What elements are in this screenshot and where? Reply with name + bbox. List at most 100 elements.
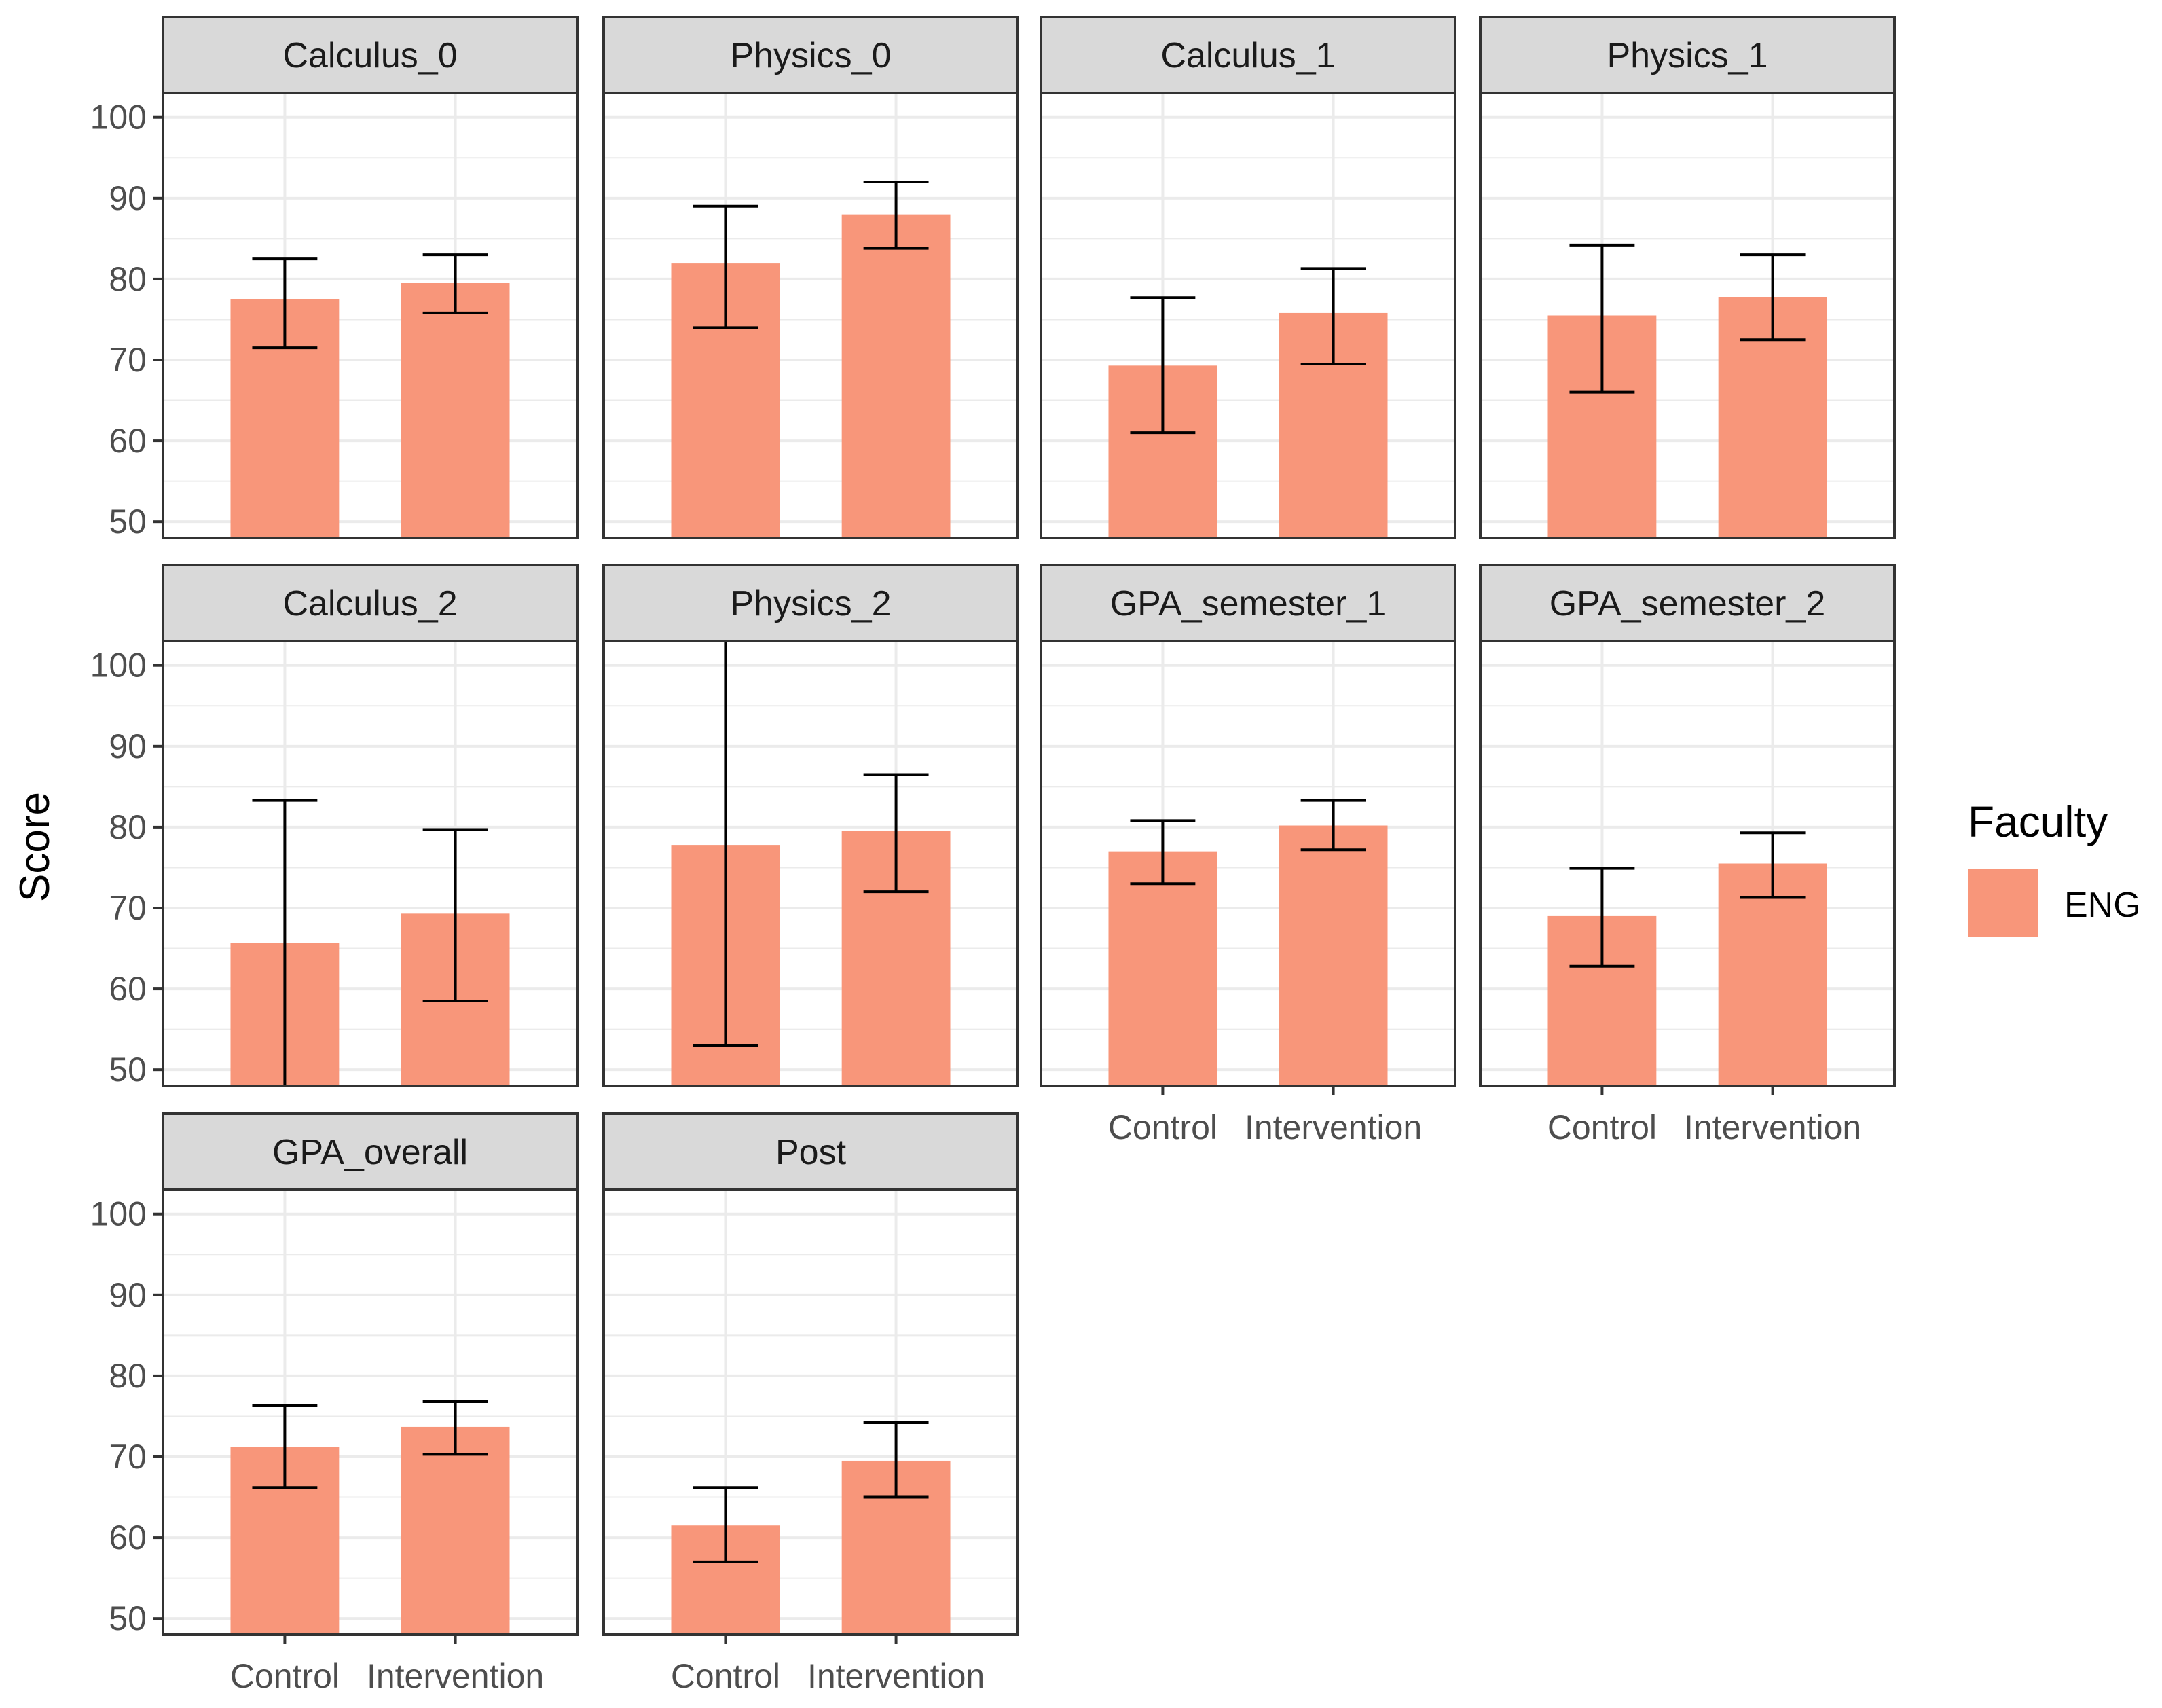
error-bar-gpa-semester-1-intervention bbox=[1300, 799, 1366, 852]
y-tick-label: 60 bbox=[109, 1519, 147, 1557]
error-bar-calculus-1-intervention bbox=[1300, 267, 1366, 365]
strip-physics-1 bbox=[1479, 16, 1896, 94]
error-bar-physics-0-intervention bbox=[863, 181, 929, 250]
error-bar-gpa-semester-2-intervention bbox=[1740, 831, 1806, 899]
y-tick-label: 80 bbox=[109, 260, 147, 298]
y-tick-label: 90 bbox=[109, 179, 147, 217]
y-tick-label: 70 bbox=[109, 1438, 147, 1476]
y-tick-label: 100 bbox=[90, 98, 147, 137]
strip-post bbox=[602, 1112, 1019, 1191]
strip-label-gpa-overall: GPA_overall bbox=[272, 1133, 468, 1172]
panel-physics-1: Physics_1 bbox=[1479, 16, 1896, 539]
panel-background bbox=[163, 1190, 577, 1635]
panel-background bbox=[604, 641, 1018, 1086]
x-tick-label-control: Control bbox=[1108, 1108, 1217, 1146]
error-bar-calculus-2-intervention bbox=[422, 828, 488, 1002]
x-tick-label-intervention: Intervention bbox=[1245, 1108, 1422, 1146]
panel-background bbox=[1041, 93, 1455, 538]
error-bar-physics-2-intervention bbox=[863, 773, 929, 894]
panel-physics-2: Physics_2 bbox=[602, 564, 1019, 1087]
bar-gpa-semester-1-control bbox=[1108, 851, 1217, 1086]
strip-label-gpa-semester-2: GPA_semester_2 bbox=[1550, 584, 1826, 623]
strip-label-physics-2: Physics_2 bbox=[731, 584, 892, 623]
error-bar-calculus-2-control bbox=[252, 799, 318, 1086]
y-tick-label: 50 bbox=[109, 1051, 147, 1089]
y-tick-label: 90 bbox=[109, 727, 147, 765]
strip-label-physics-1: Physics_1 bbox=[1607, 36, 1768, 75]
strip-label-post: Post bbox=[775, 1133, 847, 1172]
panel-gpa-semester-2: GPA_semester_2 Control Intervention bbox=[1479, 564, 1896, 1146]
strip-label-gpa-semester-1: GPA_semester_1 bbox=[1110, 584, 1387, 623]
x-tick-label-control: Control bbox=[1547, 1108, 1657, 1146]
strip-physics-2 bbox=[602, 564, 1019, 642]
x-tick-label-intervention: Intervention bbox=[367, 1657, 544, 1695]
y-tick-label: 50 bbox=[109, 503, 147, 541]
strip-gpa-overall bbox=[162, 1112, 579, 1191]
strip-physics-0 bbox=[602, 16, 1019, 94]
strip-calculus-1 bbox=[1040, 16, 1456, 94]
y-tick-label: 70 bbox=[109, 341, 147, 379]
y-tick-label: 80 bbox=[109, 1357, 147, 1395]
panel-background bbox=[604, 1190, 1018, 1635]
error-bar-physics-1-intervention bbox=[1740, 253, 1806, 342]
error-bar-calculus-1-control bbox=[1130, 296, 1196, 435]
strip-label-calculus-1: Calculus_1 bbox=[1160, 36, 1335, 75]
panel-background bbox=[1041, 641, 1455, 1086]
y-tick-label: 90 bbox=[109, 1276, 147, 1314]
bar-gpa-semester-2-intervention bbox=[1718, 863, 1827, 1086]
error-bar-physics-0-control bbox=[693, 204, 758, 329]
plot-area bbox=[604, 641, 1018, 1086]
error-bar-physics-2-control bbox=[693, 641, 758, 1047]
y-tick-label: 70 bbox=[109, 889, 147, 927]
panel-background bbox=[1480, 93, 1894, 538]
error-bar-gpa-semester-2-control bbox=[1569, 867, 1635, 968]
y-tick-label: 100 bbox=[90, 1195, 147, 1233]
error-bar-calculus-0-control bbox=[252, 257, 318, 350]
y-tick-label: 60 bbox=[109, 970, 147, 1008]
panel-calculus-2: Calculus_2 50 60 70 80 90 100 bbox=[90, 564, 579, 1089]
strip-label-calculus-2: Calculus_2 bbox=[282, 584, 457, 623]
bar-calculus-0-intervention bbox=[401, 283, 510, 538]
error-bar-gpa-semester-1-control bbox=[1130, 819, 1196, 886]
y-tick-label: 60 bbox=[109, 422, 147, 460]
panel-post: Post Control Intervention bbox=[602, 1112, 1019, 1695]
legend-label-eng: ENG bbox=[2064, 886, 2141, 925]
plot-area bbox=[1041, 641, 1455, 1086]
legend: Faculty ENG bbox=[1968, 797, 2141, 937]
y-tick-label: 50 bbox=[109, 1599, 147, 1637]
strip-label-physics-0: Physics_0 bbox=[731, 36, 892, 75]
strip-label-calculus-0: Calculus_0 bbox=[282, 36, 457, 75]
y-tick-label: 100 bbox=[90, 647, 147, 685]
panel-background bbox=[1480, 641, 1894, 1086]
facet-panels: Calculus_0 50 60 70 80 90 100 Physics_0 Calculus… bbox=[90, 16, 1896, 1695]
y-axis-title: Score bbox=[12, 792, 58, 902]
panel-background bbox=[604, 93, 1018, 538]
bar-gpa-semester-1-intervention bbox=[1279, 825, 1388, 1086]
error-bar-gpa-overall-control bbox=[252, 1404, 318, 1489]
x-tick-label-intervention: Intervention bbox=[807, 1657, 985, 1695]
plot-area bbox=[163, 641, 577, 1086]
strip-gpa-semester-2 bbox=[1479, 564, 1896, 642]
plot-area bbox=[163, 1190, 577, 1635]
error-bar-physics-1-control bbox=[1569, 243, 1635, 394]
error-bar-calculus-0-intervention bbox=[422, 253, 488, 314]
plot-area bbox=[163, 93, 577, 538]
legend-key-eng bbox=[1968, 869, 2038, 937]
plot-area bbox=[604, 1190, 1018, 1635]
plot-area bbox=[1041, 93, 1455, 538]
error-bar-gpa-overall-intervention bbox=[422, 1400, 488, 1456]
panel-background bbox=[163, 93, 577, 538]
strip-calculus-0 bbox=[162, 16, 579, 94]
x-tick-label-control: Control bbox=[230, 1657, 340, 1695]
bar-gpa-overall-intervention bbox=[401, 1426, 510, 1635]
bar-physics-0-intervention bbox=[841, 214, 951, 538]
strip-calculus-2 bbox=[162, 564, 579, 642]
panel-gpa-semester-1: GPA_semester_1 Control Intervention bbox=[1040, 564, 1456, 1146]
y-tick-label: 80 bbox=[109, 808, 147, 846]
strip-gpa-semester-1 bbox=[1040, 564, 1456, 642]
panel-calculus-1: Calculus_1 bbox=[1040, 16, 1456, 539]
panel-gpa-overall: GPA_overall 50 60 70 80 90 100 Control Intervent… bbox=[90, 1112, 579, 1695]
legend-title: Faculty bbox=[1968, 797, 2108, 846]
plot-area bbox=[1480, 641, 1894, 1086]
